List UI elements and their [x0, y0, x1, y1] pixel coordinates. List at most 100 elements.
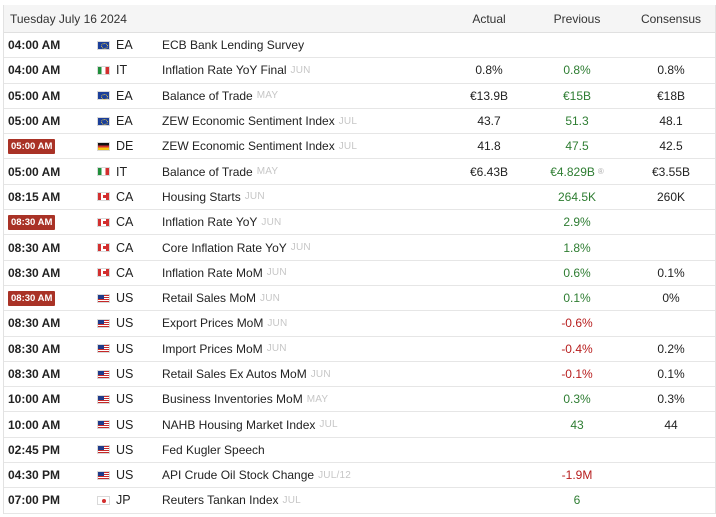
previous-value: 264.5K — [557, 189, 597, 204]
calendar-row[interactable]: 05:00 AM DE ZEW Economic Sentiment Index JU… — [4, 134, 715, 160]
flag-cell — [97, 337, 110, 361]
event-cell[interactable]: ZEW Economic Sentiment Index JUL — [162, 109, 357, 133]
event-name-link[interactable]: Fed Kugler Speech — [162, 442, 265, 457]
event-name-link[interactable]: Balance of Trade — [162, 164, 253, 179]
event-time: 08:30 AM — [8, 362, 60, 386]
us-flag-icon — [97, 318, 110, 328]
event-cell[interactable]: Retail Sales Ex Autos MoM JUN — [162, 362, 331, 386]
event-time-text: 02:45 PM — [8, 442, 61, 457]
event-time: 08:30 AM — [8, 261, 60, 285]
actual-value — [449, 387, 529, 411]
event-time: 05:00 AM — [8, 109, 60, 133]
event-name-link[interactable]: ZEW Economic Sentiment Index — [162, 139, 335, 154]
event-name-link[interactable]: Export Prices MoM — [162, 316, 264, 331]
us-flag-icon — [97, 420, 110, 430]
event-cell[interactable]: Business Inventories MoM MAY — [162, 387, 328, 411]
actual-value — [449, 438, 529, 462]
event-cell[interactable]: API Crude Oil Stock Change JUL/12 — [162, 463, 351, 487]
country-code: EA — [116, 114, 133, 129]
country-code: CA — [116, 265, 134, 280]
calendar-row[interactable]: 05:00 AM EA Balance of Trade MAY €13.9B €15B €… — [4, 84, 715, 109]
calendar-row[interactable]: 08:30 AM CA Inflation Rate YoY JUN 2.9% — [4, 210, 715, 236]
event-name-link[interactable]: Inflation Rate YoY — [162, 215, 258, 230]
us-flag-icon — [97, 369, 110, 379]
calendar-row[interactable]: 07:00 PM JP Reuters Tankan Index JUL 6 — [4, 488, 715, 514]
event-period: JUL/12 — [318, 469, 351, 481]
calendar-row[interactable]: 08:30 AM US Retail Sales MoM JUN 0.1% 0% — [4, 286, 715, 312]
eu-flag-icon — [97, 91, 110, 101]
calendar-row[interactable]: 08:30 AM US Export Prices MoM JUN -0.6% — [4, 311, 715, 337]
event-cell[interactable]: Inflation Rate YoY Final JUN — [162, 58, 311, 82]
actual-value — [449, 235, 529, 259]
calendar-row[interactable]: 04:00 AM IT Inflation Rate YoY Final JUN 0.8… — [4, 58, 715, 84]
event-name-link[interactable]: Core Inflation Rate YoY — [162, 240, 287, 255]
event-cell[interactable]: Core Inflation Rate YoY JUN — [162, 235, 311, 259]
event-cell[interactable]: Balance of Trade MAY — [162, 84, 278, 108]
event-name-link[interactable]: Inflation Rate YoY Final — [162, 63, 287, 78]
calendar-row[interactable]: 08:30 AM CA Inflation Rate MoM JUN 0.6% 0.1% — [4, 261, 715, 286]
previous-value-cell: 0.8% — [537, 58, 617, 82]
flag-cell — [97, 84, 110, 108]
event-name-link[interactable]: Housing Starts — [162, 189, 241, 204]
us-flag-icon — [97, 344, 110, 354]
consensus-value: 48.1 — [659, 114, 683, 129]
calendar-row[interactable]: 08:30 AM US Import Prices MoM JUN -0.4% 0.2% — [4, 337, 715, 362]
flag-cell — [97, 261, 110, 285]
calendar-row[interactable]: 10:00 AM US NAHB Housing Market Index JUL 43… — [4, 412, 715, 438]
us-flag-icon — [97, 293, 110, 303]
event-cell[interactable]: Retail Sales MoM JUN — [162, 286, 280, 310]
consensus-column-header[interactable]: Consensus — [640, 11, 702, 26]
calendar-row[interactable]: 08:30 AM US Retail Sales Ex Autos MoM JUN -0… — [4, 362, 715, 388]
country-code: JP — [116, 493, 131, 508]
event-time: 04:00 AM — [8, 58, 60, 82]
calendar-row[interactable]: 04:30 PM US API Crude Oil Stock Change JUL/… — [4, 463, 715, 489]
calendar-row[interactable]: 02:45 PM US Fed Kugler Speech — [4, 438, 715, 464]
event-name-link[interactable]: Reuters Tankan Index — [162, 493, 279, 508]
event-cell[interactable]: Inflation Rate YoY JUN — [162, 210, 281, 234]
event-period: JUN — [290, 242, 311, 254]
previous-value: 1.8% — [563, 240, 591, 255]
calendar-row[interactable]: 08:30 AM CA Core Inflation Rate YoY JUN 1.8% — [4, 235, 715, 261]
previous-value-cell: €15B — [537, 84, 617, 108]
actual-value — [449, 210, 529, 234]
country-code: US — [116, 341, 134, 356]
event-time-text: 08:30 AM — [8, 240, 61, 255]
event-name-link[interactable]: API Crude Oil Stock Change — [162, 468, 315, 483]
actual-column-header[interactable]: Actual — [472, 11, 506, 26]
event-cell[interactable]: Balance of Trade MAY — [162, 159, 278, 183]
event-name-link[interactable]: NAHB Housing Market Index — [162, 417, 316, 432]
previous-column-header[interactable]: Previous — [553, 11, 601, 26]
event-name-link[interactable]: ECB Bank Lending Survey — [162, 38, 305, 53]
previous-value: 43 — [570, 417, 584, 432]
event-period: JUN — [266, 343, 287, 355]
calendar-row[interactable]: 10:00 AM US Business Inventories MoM MAY 0.3… — [4, 387, 715, 413]
event-name-link[interactable]: ZEW Economic Sentiment Index — [162, 114, 335, 129]
calendar-row[interactable]: 08:15 AM CA Housing Starts JUN 264.5K 260K — [4, 185, 715, 211]
event-cell[interactable]: ECB Bank Lending Survey — [162, 33, 304, 57]
event-cell[interactable]: Fed Kugler Speech — [162, 438, 265, 462]
country-code: US — [116, 442, 134, 457]
event-time: 10:00 AM — [8, 412, 60, 436]
it-flag-icon — [97, 167, 110, 177]
consensus-value: 0% — [662, 291, 680, 306]
event-cell[interactable]: Housing Starts JUN — [162, 185, 265, 209]
event-name-link[interactable]: Import Prices MoM — [162, 341, 263, 356]
event-name-link[interactable]: Retail Sales MoM — [162, 291, 257, 306]
event-cell[interactable]: Export Prices MoM JUN — [162, 311, 287, 335]
event-name-link[interactable]: Balance of Trade — [162, 88, 253, 103]
event-time-text: 10:00 AM — [8, 417, 61, 432]
event-cell[interactable]: NAHB Housing Market Index JUL — [162, 412, 338, 436]
previous-value: 51.3 — [565, 114, 589, 129]
calendar-row[interactable]: 05:00 AM IT Balance of Trade MAY €6.43B €4.82… — [4, 159, 715, 185]
event-cell[interactable]: Import Prices MoM JUN — [162, 337, 287, 361]
event-cell[interactable]: ZEW Economic Sentiment Index JUL — [162, 134, 357, 158]
event-name-link[interactable]: Retail Sales Ex Autos MoM — [162, 367, 307, 381]
event-name-link[interactable]: Business Inventories MoM — [162, 392, 303, 407]
event-cell[interactable]: Inflation Rate MoM JUN — [162, 261, 287, 285]
previous-value-cell: 0.6% — [537, 261, 617, 285]
calendar-row[interactable]: 05:00 AM EA ZEW Economic Sentiment Index JU… — [4, 109, 715, 135]
calendar-row[interactable]: 04:00 AM EA ECB Bank Lending Survey — [4, 33, 715, 59]
event-name-link[interactable]: Inflation Rate MoM — [162, 265, 263, 280]
flag-cell — [97, 210, 110, 234]
event-cell[interactable]: Reuters Tankan Index JUL — [162, 488, 301, 512]
